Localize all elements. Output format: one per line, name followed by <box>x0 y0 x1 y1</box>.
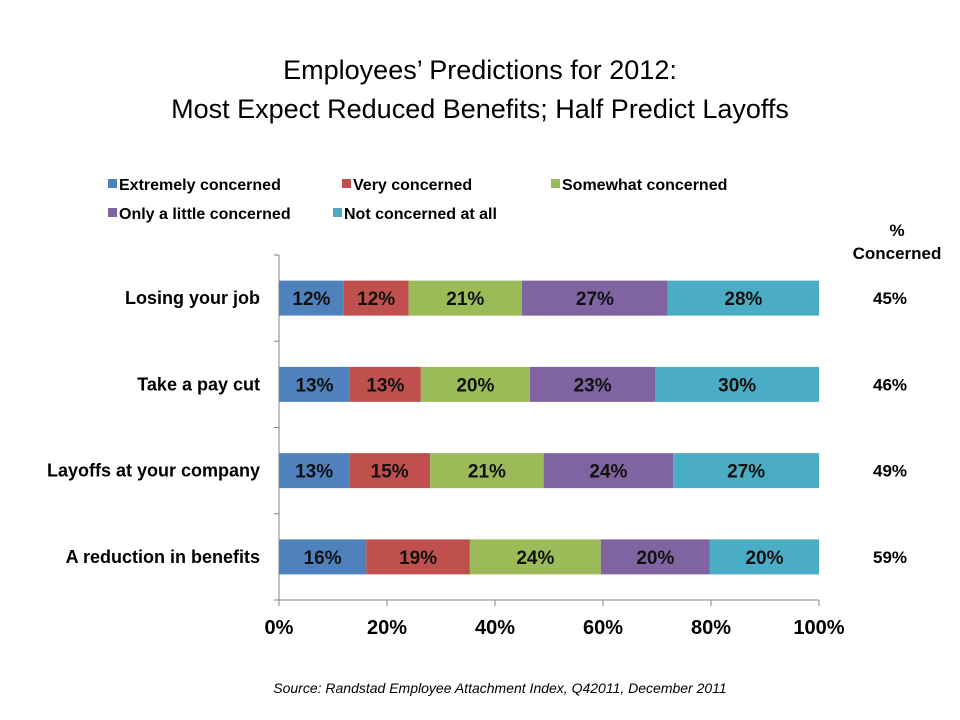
data-label: 20% <box>745 548 783 569</box>
legend: Extremely concerned Very concerned Somewha… <box>108 177 727 223</box>
data-label: 24% <box>516 548 554 569</box>
bar-segment <box>430 453 544 489</box>
percent-concerned-value: 46% <box>873 375 907 394</box>
legend-swatch <box>108 208 117 217</box>
percent-concerned-value: 49% <box>873 462 907 481</box>
x-tick-label: 20% <box>367 617 407 639</box>
data-label: 27% <box>576 289 614 310</box>
bar-segment <box>366 539 470 575</box>
legend-swatch <box>551 179 560 188</box>
data-label: 28% <box>724 289 762 310</box>
legend-label: Somewhat concerned <box>562 177 727 194</box>
data-label: 21% <box>446 289 484 310</box>
data-label: 16% <box>304 548 342 569</box>
bar-segment <box>349 366 421 402</box>
bar-segment <box>279 366 350 402</box>
x-tick-label: 40% <box>475 617 515 639</box>
data-label: 21% <box>468 462 506 483</box>
plot-area: 0% 20% 40% 60% 80% 100% Losing your job 12% 12% 2… <box>47 254 907 639</box>
bar-segment <box>279 539 367 575</box>
concerned-header-line-2: Concerned <box>853 244 942 263</box>
data-label: 12% <box>357 289 395 310</box>
bar-segment <box>408 280 522 316</box>
legend-label: Extremely concerned <box>119 177 281 194</box>
category-label: Take a pay cut <box>137 374 260 394</box>
x-tick-label: 0% <box>265 617 294 639</box>
bar-segment <box>529 366 656 402</box>
bar-segment <box>655 366 819 402</box>
bar-segment <box>600 539 710 575</box>
legend-swatch <box>333 208 342 217</box>
data-label: 13% <box>366 375 404 396</box>
legend-swatch <box>342 179 351 188</box>
x-tick-label: 60% <box>583 617 623 639</box>
bar-segment <box>279 280 344 316</box>
legend-label: Not concerned at all <box>344 206 497 223</box>
legend-swatch <box>108 179 117 188</box>
data-label: 20% <box>636 548 674 569</box>
concerned-header-line-1: % <box>889 221 904 240</box>
data-label: 24% <box>589 462 627 483</box>
data-label: 20% <box>456 375 494 396</box>
data-label: 23% <box>574 375 612 396</box>
bar-segment <box>522 280 668 316</box>
percent-concerned-value: 45% <box>873 289 907 308</box>
x-tick-label: 100% <box>793 617 844 639</box>
bar-segment <box>469 539 601 575</box>
chart-title-line-2: Most Expect Reduced Benefits; Half Predi… <box>171 94 789 124</box>
percent-concerned-value: 59% <box>873 548 907 567</box>
legend-label: Very concerned <box>353 177 472 194</box>
bar-segment <box>349 453 431 489</box>
category-label: A reduction in benefits <box>66 547 260 567</box>
chart-title-line-1: Employees’ Predictions for 2012: <box>283 55 677 85</box>
data-label: 13% <box>295 462 333 483</box>
data-label: 12% <box>292 289 330 310</box>
bar-segment <box>279 453 350 489</box>
bar-segment <box>343 280 409 316</box>
source-note: Source: Randstad Employee Attachment Ind… <box>273 680 726 696</box>
data-label: 15% <box>371 462 409 483</box>
bar-segment <box>709 539 819 575</box>
data-label: 13% <box>295 375 333 396</box>
x-tick-label: 80% <box>691 617 731 639</box>
data-label: 27% <box>727 462 765 483</box>
data-label: 30% <box>718 375 756 396</box>
legend-label: Only a little concerned <box>119 206 291 223</box>
category-label: Losing your job <box>125 288 260 308</box>
bar-segment <box>420 366 530 402</box>
bar-segment <box>543 453 674 489</box>
bar-segment <box>667 280 819 316</box>
bar-segment <box>673 453 819 489</box>
data-label: 19% <box>399 548 437 569</box>
category-label: Layoffs at your company <box>47 461 260 481</box>
